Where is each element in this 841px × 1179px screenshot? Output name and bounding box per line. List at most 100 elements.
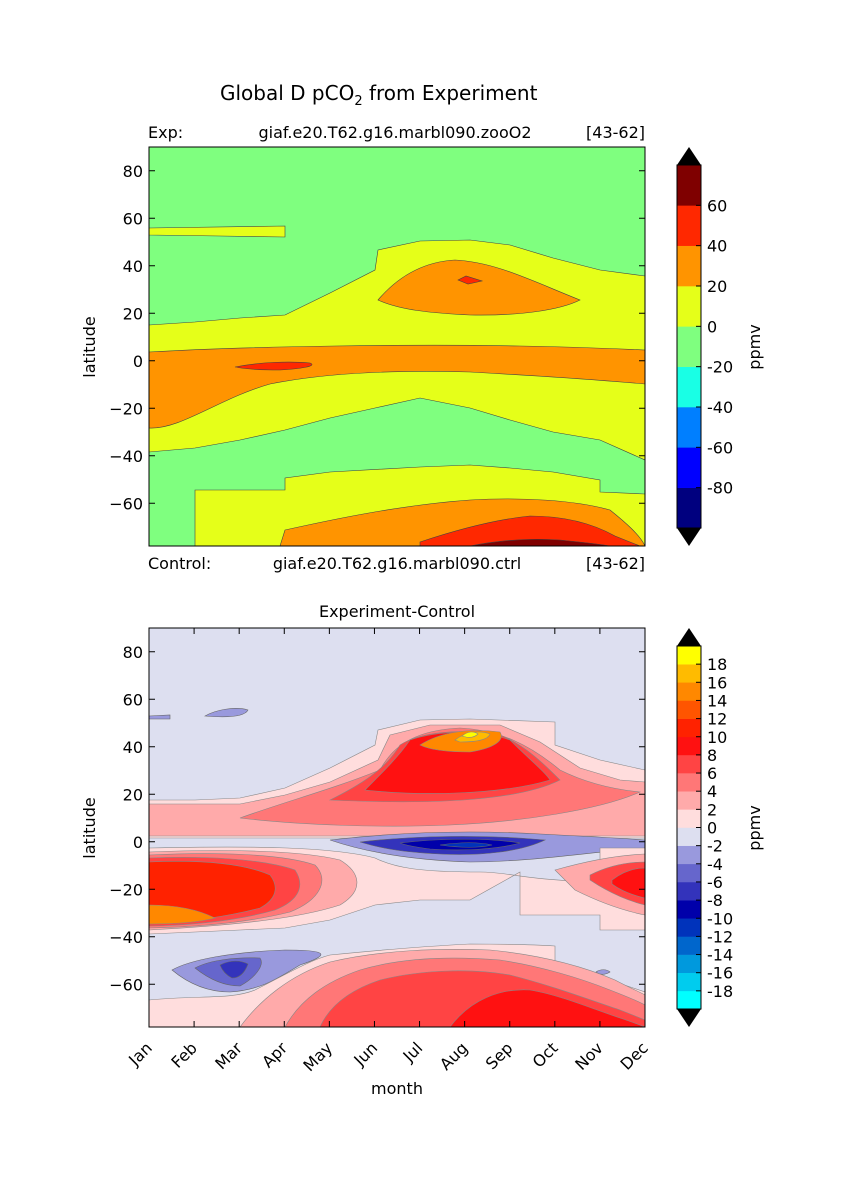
y-tick-label: 0 [133,833,143,852]
exp-colorbar-label: ppmv [745,324,764,369]
colorbar-tick-label: -10 [707,909,733,928]
colorbar-swatch [677,972,701,992]
diff-region-red3-so [449,989,645,1027]
colorbar-extend-low [677,1009,701,1027]
colorbar-frame [676,164,702,529]
y-tick-label: −20 [109,880,143,899]
diff-region-blue-nh [204,708,249,718]
colorbar-swatch [677,809,701,828]
exp-plot-frame [148,146,646,547]
y-tick-label: 0 [133,352,143,371]
colorbar-tick-label: -80 [707,479,733,498]
colorbar-swatch [677,664,701,683]
colorbar-swatch [677,326,701,367]
y-tick-label: 80 [123,643,143,662]
colorbar-tick-label: -20 [707,358,733,377]
colorbar-tick-label: -40 [707,398,733,417]
colorbar-extend-high [677,147,701,165]
diff-region-orange-sh [149,904,216,925]
y-tick-label: −20 [109,399,143,418]
y-tick-label: 40 [123,738,143,757]
colorbar-swatch [677,918,701,937]
exp-contour-field [149,147,645,546]
colorbar-swatch [677,245,701,287]
colorbar-swatch [677,990,701,1010]
colorbar-tick-label: -60 [707,438,733,457]
colorbar-swatch [677,700,701,719]
colorbar-swatch [677,682,701,701]
x-tick-label: Jun [349,1038,381,1070]
colorbar-swatch [677,407,701,448]
colorbar-swatch [677,754,701,774]
diff-region-red2-sh-east [611,867,645,899]
x-tick-label: Mar [211,1038,246,1073]
y-tick-label: −40 [109,928,143,947]
exp-label: Exp: [148,123,183,142]
colorbar-tick-label: -18 [707,982,733,1001]
figure-title-sub: 2 [354,94,362,109]
diff-region-red3-nh [364,732,551,794]
colorbar-tick-label: 4 [707,782,717,801]
colorbar-tick-label: 12 [707,710,727,729]
x-tick-label: Sep [482,1038,517,1073]
colorbar-swatch [677,165,701,206]
colorbar-tick-label: 18 [707,655,727,674]
colorbar-tick-label: -6 [707,873,723,892]
diff-region-blue3-so [219,960,249,979]
x-tick-label: Oct [529,1038,562,1071]
diff-title: Experiment-Control [319,602,475,621]
colorbar-swatch [677,845,701,865]
x-tick-label: Jul [399,1038,427,1066]
colorbar-tick-label: -16 [707,964,733,983]
colorbar-tick-label: 10 [707,728,727,747]
figure-title-tail: from Experiment [363,81,538,105]
colorbar-tick-label: 8 [707,746,717,765]
diff-y-label: latitude [80,797,99,858]
colorbar-tick-label: -8 [707,891,723,910]
colorbar-swatch [677,205,701,246]
y-tick-label: 60 [123,209,143,228]
colorbar-swatch [677,487,701,529]
exp-region-red-nh [457,275,484,285]
colorbar-swatch [677,366,701,408]
exp-region-red-so [419,515,641,546]
exp-region-orange-nh [377,259,581,316]
colorbar-tick-label: 14 [707,691,727,710]
colorbar-tick-label: 2 [707,800,717,819]
colorbar-swatch [677,447,701,488]
x-tick-label: Jan [124,1038,156,1070]
x-tick-label: Aug [436,1038,472,1074]
colorbar-swatch [677,286,701,327]
diff-x-label: month [371,1079,423,1098]
y-tick-label: −60 [109,494,143,513]
colorbar-tick-label: 60 [707,196,727,215]
diff-y-axis: 80 60 40 20 0 −20 −40 −60 [109,643,645,994]
colorbar-tick-label: -12 [707,927,733,946]
colorbar-swatch [677,718,701,738]
exp-region-darkred-so [469,538,611,546]
exp-years: [43-62] [586,123,645,142]
colorbar-extend-high [677,628,701,646]
figure-title-main: Global D pCO [220,81,354,105]
diff-contour-field [149,628,645,1027]
y-tick-label: −40 [109,447,143,466]
y-tick-label: −60 [109,975,143,994]
colorbar-swatch [677,900,701,919]
colorbar-tick-label: 6 [707,764,717,783]
colorbar-swatch [677,954,701,973]
exp-y-axis: 80 60 40 20 0 −20 −40 −60 [109,162,645,513]
control-case-name: giaf.e20.T62.g16.marbl090.ctrl [273,554,521,573]
x-tick-label: Nov [571,1038,607,1074]
exp-case-name: giaf.e20.T62.g16.marbl090.zooO2 [258,123,531,142]
colorbar-tick-label: -2 [707,837,723,856]
figure-title: Global D pCO2 from Experiment [220,81,538,109]
x-tick-label: Feb [167,1038,200,1071]
exp-y-label: latitude [80,316,99,377]
colorbar-swatch [677,863,701,883]
colorbar-tick-label: 20 [707,277,727,296]
diff-region-yellowmax-nh [461,731,479,738]
colorbar-tick-label: 0 [707,317,717,336]
y-tick-label: 40 [123,257,143,276]
